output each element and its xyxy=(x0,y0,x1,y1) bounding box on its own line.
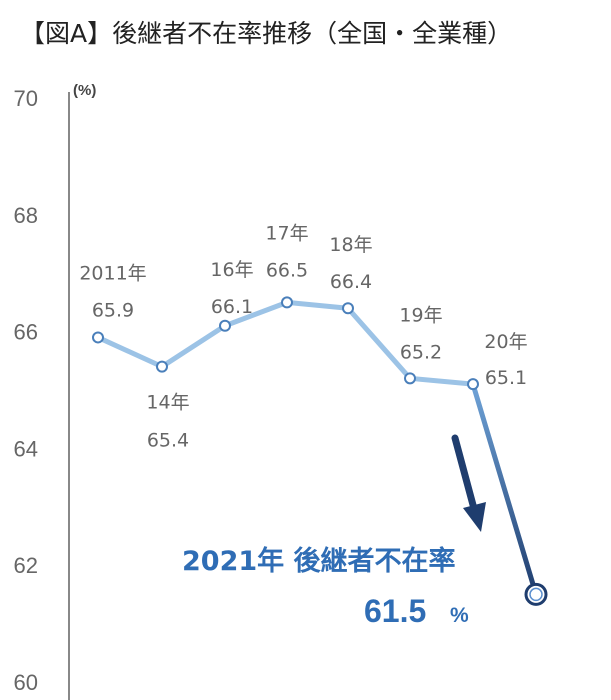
highlight-value: 61.5 xyxy=(364,593,426,629)
year-label: 18年 xyxy=(329,234,372,256)
data-value-label: 65.9 xyxy=(92,299,134,321)
highlight-unit: % xyxy=(450,604,469,627)
data-value-label: 65.4 xyxy=(147,430,189,452)
y-tick-label: 60 xyxy=(14,670,38,695)
data-point xyxy=(342,302,354,315)
y-tick-label: 64 xyxy=(14,436,38,461)
data-point xyxy=(404,372,416,385)
data-point xyxy=(156,360,168,373)
data-value-label: 66.4 xyxy=(330,271,372,293)
year-label: 20年 xyxy=(484,331,527,353)
year-label: 17年 xyxy=(265,222,308,244)
y-tick-label: 68 xyxy=(14,203,38,228)
data-point xyxy=(281,296,293,309)
y-tick-label: 66 xyxy=(14,320,38,345)
year-label: 19年 xyxy=(399,304,442,326)
data-point xyxy=(92,331,104,344)
y-tick-label: 62 xyxy=(14,553,38,578)
data-value-label: 66.5 xyxy=(266,259,308,281)
data-point-2021-inner xyxy=(529,587,543,602)
data-point xyxy=(467,378,479,391)
highlight-label: 2021年 後継者不在率 xyxy=(182,545,456,577)
data-point xyxy=(219,319,231,332)
year-label: 14年 xyxy=(146,392,189,414)
chart-title: 【図A】後継者不在率推移（全国・全業種） xyxy=(20,19,513,48)
drop-arrow xyxy=(451,434,486,532)
year-label: 16年 xyxy=(210,259,253,281)
series-drop-line xyxy=(470,381,539,597)
data-value-label: 66.1 xyxy=(211,296,253,318)
year-label: 2011年 xyxy=(79,262,146,284)
data-value-label: 65.1 xyxy=(485,367,527,389)
y-tick-label: 70 xyxy=(14,86,38,111)
data-value-label: 65.2 xyxy=(400,341,442,363)
unit-label: (%) xyxy=(73,82,96,99)
